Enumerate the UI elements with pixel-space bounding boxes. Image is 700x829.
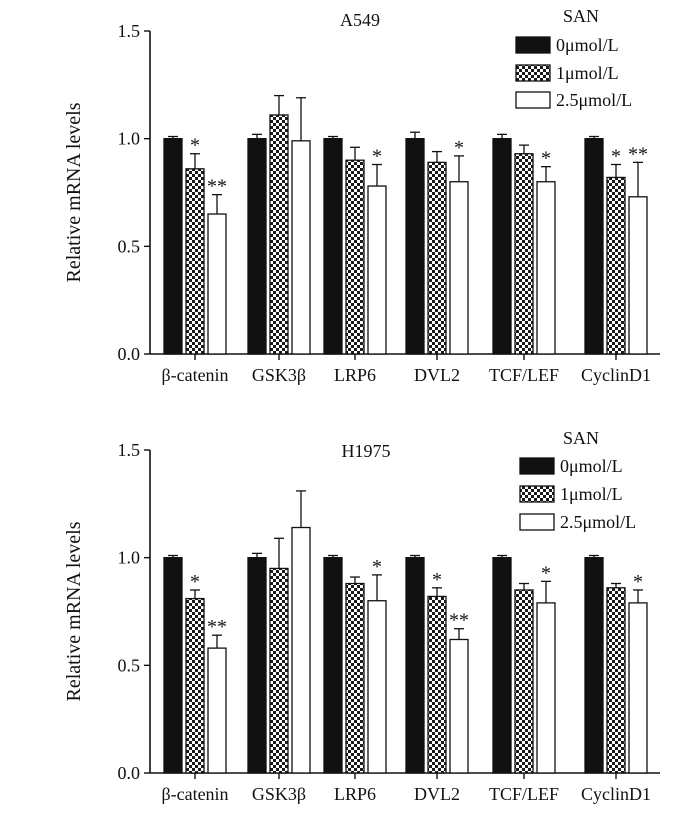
x-tick-label: CyclinD1 — [581, 784, 651, 804]
legend-swatch — [519, 457, 555, 475]
legend-title: SAN — [563, 428, 599, 448]
legend-label: 1μmol/L — [556, 63, 619, 83]
bar — [367, 600, 387, 774]
y-tick-label: 0.5 — [118, 655, 141, 675]
bar — [514, 589, 534, 774]
bar — [405, 557, 425, 774]
bar — [536, 602, 556, 774]
bar — [449, 638, 469, 774]
bar — [323, 138, 343, 355]
chart-panel-a549: 0.0 0.5 1.0 1.5 β-catenin GSK3β LRP6 DVL2 TCF/LE… — [63, 6, 660, 385]
legend-label: 2.5μmol/L — [560, 512, 636, 532]
bar — [584, 138, 604, 355]
bar — [628, 602, 648, 774]
significance-marker: * — [190, 135, 200, 157]
y-axis-label: Relative mRNA levels — [63, 102, 85, 282]
bar — [207, 647, 227, 774]
x-tick-label: DVL2 — [414, 365, 460, 385]
x-tick-label: β-catenin — [161, 784, 228, 804]
bar — [584, 557, 604, 774]
legend-label: 2.5μmol/L — [556, 90, 632, 110]
significance-marker: ** — [449, 610, 469, 632]
bar — [345, 582, 365, 774]
x-tick-label: DVL2 — [414, 784, 460, 804]
significance-marker: ** — [207, 616, 227, 638]
bar — [606, 587, 626, 774]
x-tick-label: β-catenin — [161, 365, 228, 385]
legend-label: 0μmol/L — [556, 35, 619, 55]
significance-marker: ** — [628, 143, 648, 165]
x-tick-label: LRP6 — [334, 784, 376, 804]
legend-label: 0μmol/L — [560, 456, 623, 476]
y-axis-label: Relative mRNA levels — [63, 521, 85, 701]
bar — [269, 567, 289, 774]
bar — [163, 557, 183, 774]
bar — [606, 176, 626, 355]
significance-marker: ** — [207, 176, 227, 198]
y-tick-label: 1.0 — [118, 129, 141, 149]
significance-marker: * — [454, 137, 464, 159]
bar — [291, 140, 311, 355]
bar — [536, 181, 556, 355]
x-tick-label: CyclinD1 — [581, 365, 651, 385]
bar — [185, 597, 205, 774]
bar — [163, 138, 183, 355]
legend-swatch — [519, 513, 555, 531]
legend-label: 1μmol/L — [560, 484, 623, 504]
significance-marker: * — [372, 146, 382, 168]
bar — [247, 557, 267, 774]
bar — [514, 153, 534, 355]
bar — [269, 114, 289, 355]
x-tick-label: GSK3β — [252, 365, 306, 385]
bar — [427, 161, 447, 355]
bar — [367, 185, 387, 355]
bar — [449, 181, 469, 355]
legend-title: SAN — [563, 6, 599, 26]
bar — [492, 138, 512, 355]
significance-marker: * — [611, 146, 621, 168]
x-tick-label: LRP6 — [334, 365, 376, 385]
bar — [345, 159, 365, 355]
bar — [247, 138, 267, 355]
legend-swatch — [515, 64, 551, 82]
y-tick-label: 1.5 — [118, 21, 141, 41]
chart-title: A549 — [340, 10, 380, 30]
bar — [427, 595, 447, 774]
y-tick-label: 1.5 — [118, 440, 141, 460]
y-tick-label: 0.5 — [118, 236, 141, 256]
bar — [207, 213, 227, 355]
significance-marker: * — [372, 556, 382, 578]
bar — [405, 138, 425, 355]
bar — [185, 168, 205, 355]
legend-swatch — [515, 36, 551, 54]
chart-panel-h1975: 0.0 0.5 1.0 1.5 β-catenin GSK3β LRP6 DVL2 TCF/LE… — [63, 428, 660, 804]
significance-marker: * — [541, 148, 551, 170]
chart-title: H1975 — [342, 441, 391, 461]
y-tick-label: 0.0 — [118, 344, 141, 364]
legend-swatch — [519, 485, 555, 503]
bar — [628, 196, 648, 355]
legend-swatch — [515, 91, 551, 109]
x-tick-label: GSK3β — [252, 784, 306, 804]
significance-marker: * — [541, 562, 551, 584]
significance-marker: * — [432, 569, 442, 591]
significance-marker: * — [190, 571, 200, 593]
x-tick-label: TCF/LEF — [489, 784, 559, 804]
bar — [291, 526, 311, 774]
bar — [492, 557, 512, 774]
bar — [323, 557, 343, 774]
y-tick-label: 0.0 — [118, 763, 141, 783]
x-tick-label: TCF/LEF — [489, 365, 559, 385]
significance-marker: * — [633, 571, 643, 593]
y-tick-label: 1.0 — [118, 548, 141, 568]
